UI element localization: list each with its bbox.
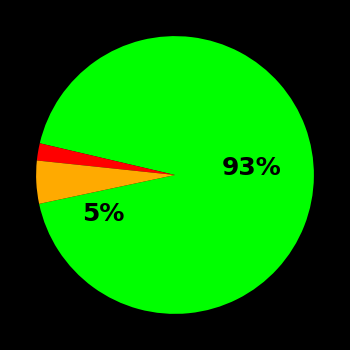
Text: 93%: 93% [222,156,281,180]
Wedge shape [36,161,175,204]
Wedge shape [39,36,314,314]
Wedge shape [37,143,175,175]
Text: 5%: 5% [82,202,124,226]
